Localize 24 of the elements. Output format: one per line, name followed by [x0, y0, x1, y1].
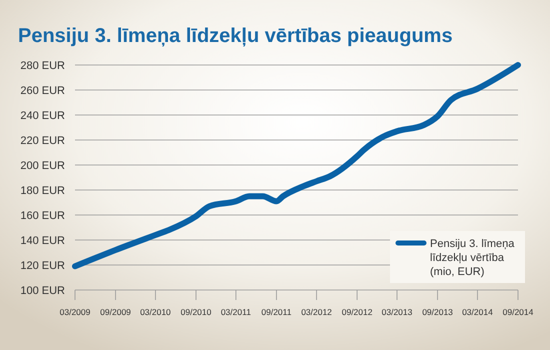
legend-label: Pensiju 3. līmeņa līdzekļu vērtība (mio, EUR) [430, 238, 516, 278]
x-tick-label: 03/2013 [382, 307, 413, 317]
x-tick-label: 03/2011 [220, 307, 252, 317]
y-tick-label: 180 EUR [20, 185, 66, 197]
x-tick-label: 03/2010 [140, 307, 172, 317]
y-tick-label: 120 EUR [20, 260, 66, 272]
y-tick-label: 280 EUR [20, 60, 66, 72]
y-tick-label: 160 EUR [20, 210, 66, 222]
x-tick-label: 09/2013 [422, 307, 454, 317]
y-tick-label: 240 EUR [20, 110, 66, 122]
x-tick-label: 03/2012 [301, 307, 332, 317]
y-tick-label: 260 EUR [20, 85, 66, 97]
y-tick-label: 200 EUR [20, 160, 66, 172]
y-tick-label: 140 EUR [20, 235, 66, 247]
x-tick-label: 09/2009 [100, 307, 132, 317]
x-tick-label: 09/2011 [261, 307, 292, 317]
y-tick-label: 100 EUR [20, 285, 66, 297]
x-tick-label: 03/2009 [60, 307, 91, 317]
x-tick-label: 09/2010 [180, 307, 212, 317]
x-tick-label: 09/2014 [502, 307, 534, 317]
y-tick-label: 220 EUR [20, 135, 66, 147]
x-tick-label: 09/2012 [342, 307, 373, 317]
chart-title: Pensiju 3. līmeņa līdzekļu vērtības pieaugums [18, 25, 453, 47]
x-tick-label: 03/2014 [462, 307, 494, 317]
